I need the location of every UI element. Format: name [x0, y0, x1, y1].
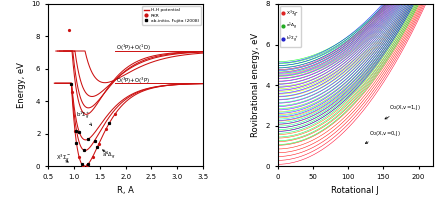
- X-axis label: R, A: R, A: [117, 186, 134, 194]
- Text: b$^1\Sigma_g^+$: b$^1\Sigma_g^+$: [76, 110, 92, 125]
- Text: O$_2$(X,v=0,J): O$_2$(X,v=0,J): [365, 129, 401, 143]
- Legend: X$^3\Sigma_g^-$, a$^1\Delta_g$, b$^1\Sigma_g^+$: X$^3\Sigma_g^-$, a$^1\Delta_g$, b$^1\Sig…: [280, 6, 301, 47]
- Text: X$^3\Sigma_g^-$: X$^3\Sigma_g^-$: [56, 153, 71, 165]
- Y-axis label: Energy, eV: Energy, eV: [17, 62, 26, 108]
- Y-axis label: Rovibrational energy, eV: Rovibrational energy, eV: [251, 33, 260, 137]
- Text: O($^3$P)+O($^3$P): O($^3$P)+O($^3$P): [116, 75, 150, 86]
- Text: a$^1\Delta_g$: a$^1\Delta_g$: [102, 149, 116, 161]
- Text: O$_2$(X,v=1,J): O$_2$(X,v=1,J): [385, 104, 420, 119]
- Text: O($^1$P)+O($^1$D): O($^1$P)+O($^1$D): [116, 43, 151, 53]
- X-axis label: Rotational J: Rotational J: [331, 186, 379, 194]
- Legend: H-H potential, RKR, ab-initio, Fujita (2008): H-H potential, RKR, ab-initio, Fujita (2…: [142, 6, 201, 25]
